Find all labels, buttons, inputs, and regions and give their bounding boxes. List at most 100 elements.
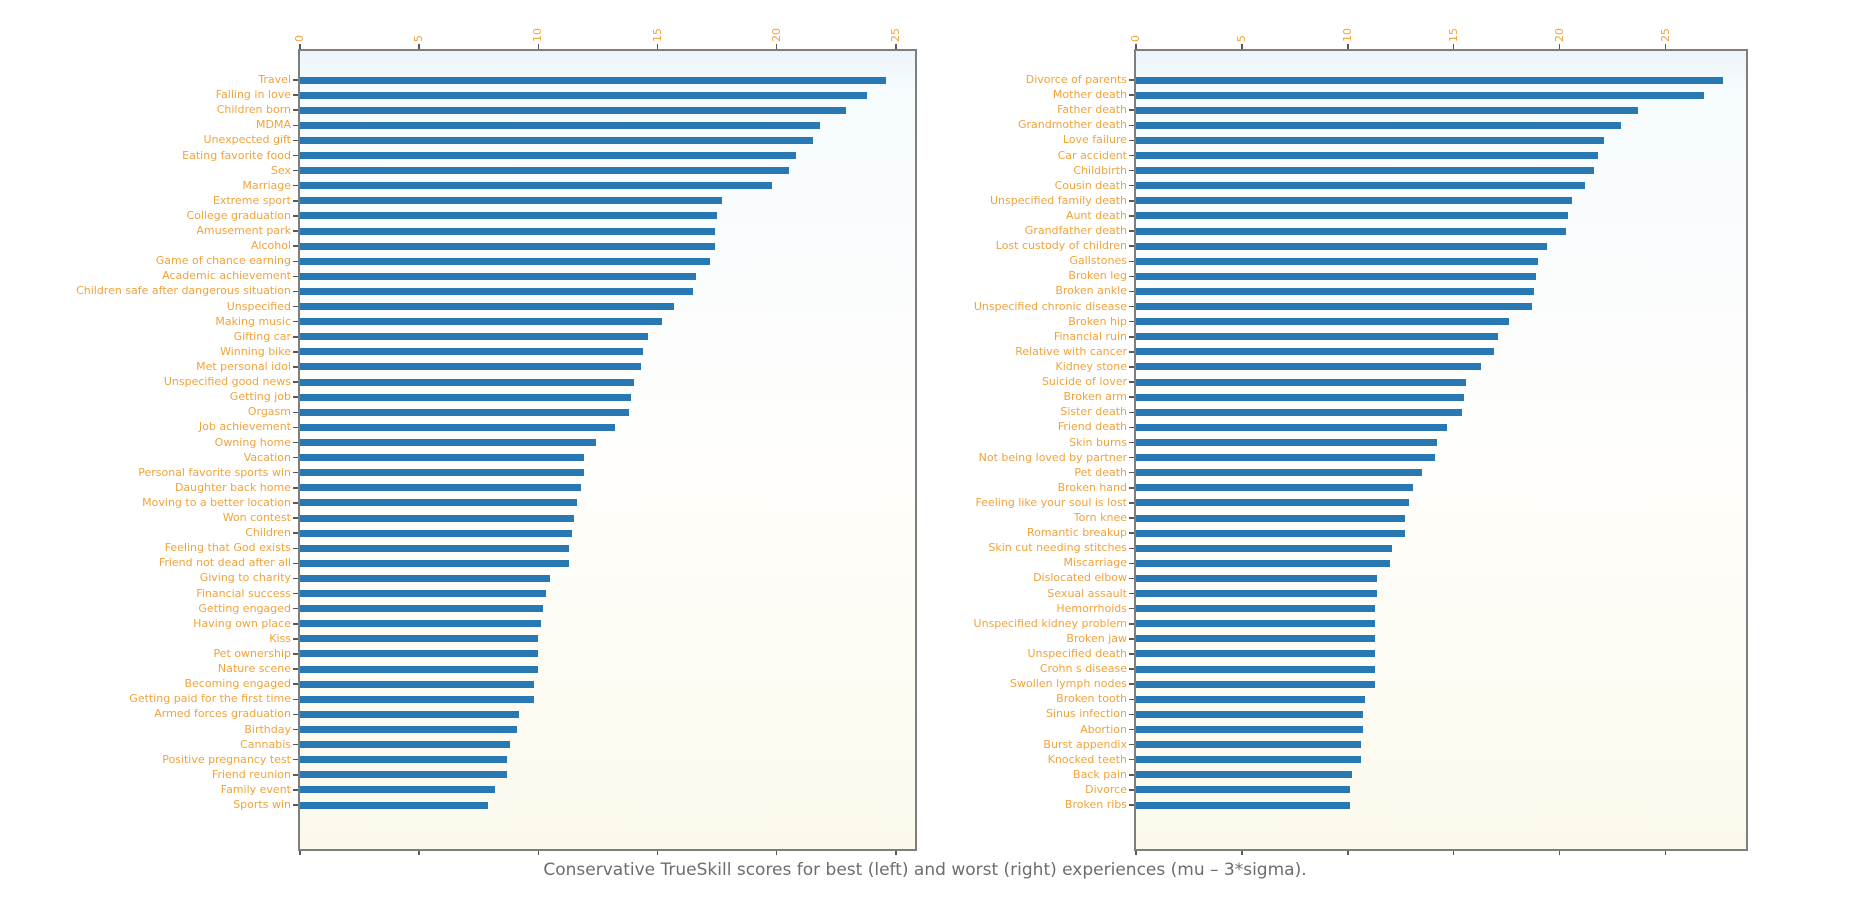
bar [300, 680, 534, 688]
category-label: Extreme sport [212, 193, 291, 207]
y-axis-tick [293, 320, 298, 323]
figure-caption: Conservative TrueSkill scores for best (… [543, 860, 1307, 880]
bar [1136, 152, 1598, 160]
bar [1136, 544, 1393, 552]
bar [1136, 590, 1378, 598]
category-label: Swollen lymph nodes [1010, 677, 1127, 691]
bar [300, 635, 539, 643]
bar [300, 393, 632, 401]
x-axis-tick [656, 44, 659, 49]
category-label: Grandfather death [1024, 224, 1127, 238]
y-axis-tick [293, 456, 298, 459]
bar [1136, 197, 1573, 205]
bar [300, 303, 675, 311]
y-axis-tick [1129, 184, 1134, 187]
x-axis-tick [1241, 44, 1243, 49]
x-axis-tick-label: 20 [1552, 28, 1566, 42]
category-label: Kidney stone [1055, 359, 1127, 373]
category-label: Unspecified good news [163, 375, 291, 389]
x-axis-tick-label: 10 [531, 28, 545, 42]
bar [1136, 333, 1499, 341]
y-axis-tick [1129, 607, 1134, 610]
bar [1136, 650, 1376, 658]
category-label: Knocked teeth [1047, 752, 1127, 766]
category-label: Amusement park [196, 224, 291, 238]
category-label: Nature scene [217, 662, 291, 676]
category-label: Eating favorite food [182, 148, 291, 162]
category-label: Moving to a better location [142, 495, 291, 509]
best-experiences-chart: 0 5 10 15 20 25 Travel Falling in love Children … [76, 28, 917, 855]
category-label: Positive pregnancy test [162, 752, 291, 766]
bar [1136, 439, 1437, 447]
y-axis-tick [293, 562, 298, 565]
y-axis-tick [1129, 577, 1134, 580]
category-label: Lost custody of children [995, 239, 1127, 253]
category-label: Travel [258, 73, 291, 86]
category-label: Grandmother death [1017, 118, 1127, 132]
bar [300, 650, 539, 658]
category-label: Broken leg [1068, 269, 1127, 283]
bar [1136, 695, 1365, 703]
y-axis-tick [1129, 139, 1134, 142]
bar [1136, 257, 1539, 265]
bar [1136, 318, 1509, 326]
category-label: Children safe after dangerous situation [76, 284, 291, 298]
y-axis-tick [293, 713, 298, 716]
category-label: Sinus infection [1046, 707, 1127, 721]
bar [1136, 635, 1376, 643]
y-axis-tick [1129, 653, 1134, 655]
bar [1136, 741, 1361, 749]
category-label: College graduation [186, 208, 291, 222]
bar [1136, 726, 1363, 733]
bar [300, 695, 534, 703]
y-axis-tick [1129, 245, 1134, 247]
category-label: Children born [216, 103, 291, 117]
y-axis-tick [1129, 547, 1134, 549]
y-axis-tick [293, 547, 298, 549]
y-axis-tick [1129, 517, 1134, 519]
x-axis-tick-label: 20 [769, 28, 783, 42]
bar [300, 771, 508, 779]
category-label: Broken hip [1068, 314, 1127, 328]
y-axis-tick [293, 94, 298, 96]
y-axis-tick [293, 592, 298, 595]
category-label: Unspecified kidney problem [973, 616, 1127, 630]
category-label: Children [245, 526, 291, 540]
y-axis-tick [293, 698, 298, 701]
bar [300, 665, 539, 673]
bar [1136, 484, 1414, 492]
bar [1136, 514, 1405, 522]
bar [300, 333, 649, 341]
x-axis-tick [775, 44, 778, 49]
y-axis-tick [293, 290, 298, 293]
category-label: Owning home [214, 435, 291, 449]
y-axis-tick [293, 381, 298, 383]
bar [300, 559, 570, 567]
bar [1136, 665, 1376, 673]
bar [300, 106, 846, 114]
bar [1136, 303, 1533, 311]
y-axis-tick [1129, 623, 1134, 625]
category-label: Dislocated elbow [1033, 571, 1127, 585]
category-label: Broken ribs [1064, 798, 1127, 812]
bar [300, 318, 663, 326]
category-label: Friend not dead after all [158, 556, 291, 570]
y-axis-tick [293, 154, 298, 157]
category-label: Unspecified chronic disease [973, 299, 1127, 313]
bar [1136, 559, 1391, 567]
x-axis-tick-label: 5 [1234, 35, 1248, 42]
category-label: Unspecified [226, 299, 291, 313]
category-label: MDMA [256, 118, 291, 132]
y-axis-tick [1129, 275, 1134, 278]
y-axis-tick [1129, 290, 1134, 293]
x-axis-tick [895, 851, 897, 855]
y-axis-tick [293, 79, 298, 81]
y-axis-tick [1129, 728, 1134, 731]
y-axis-tick [1129, 456, 1134, 459]
y-axis-tick [293, 275, 298, 278]
bar [1136, 605, 1376, 613]
y-axis-tick [1129, 789, 1134, 791]
bar [1136, 710, 1363, 718]
y-axis-tick [293, 789, 298, 791]
y-axis-tick [1129, 426, 1134, 429]
